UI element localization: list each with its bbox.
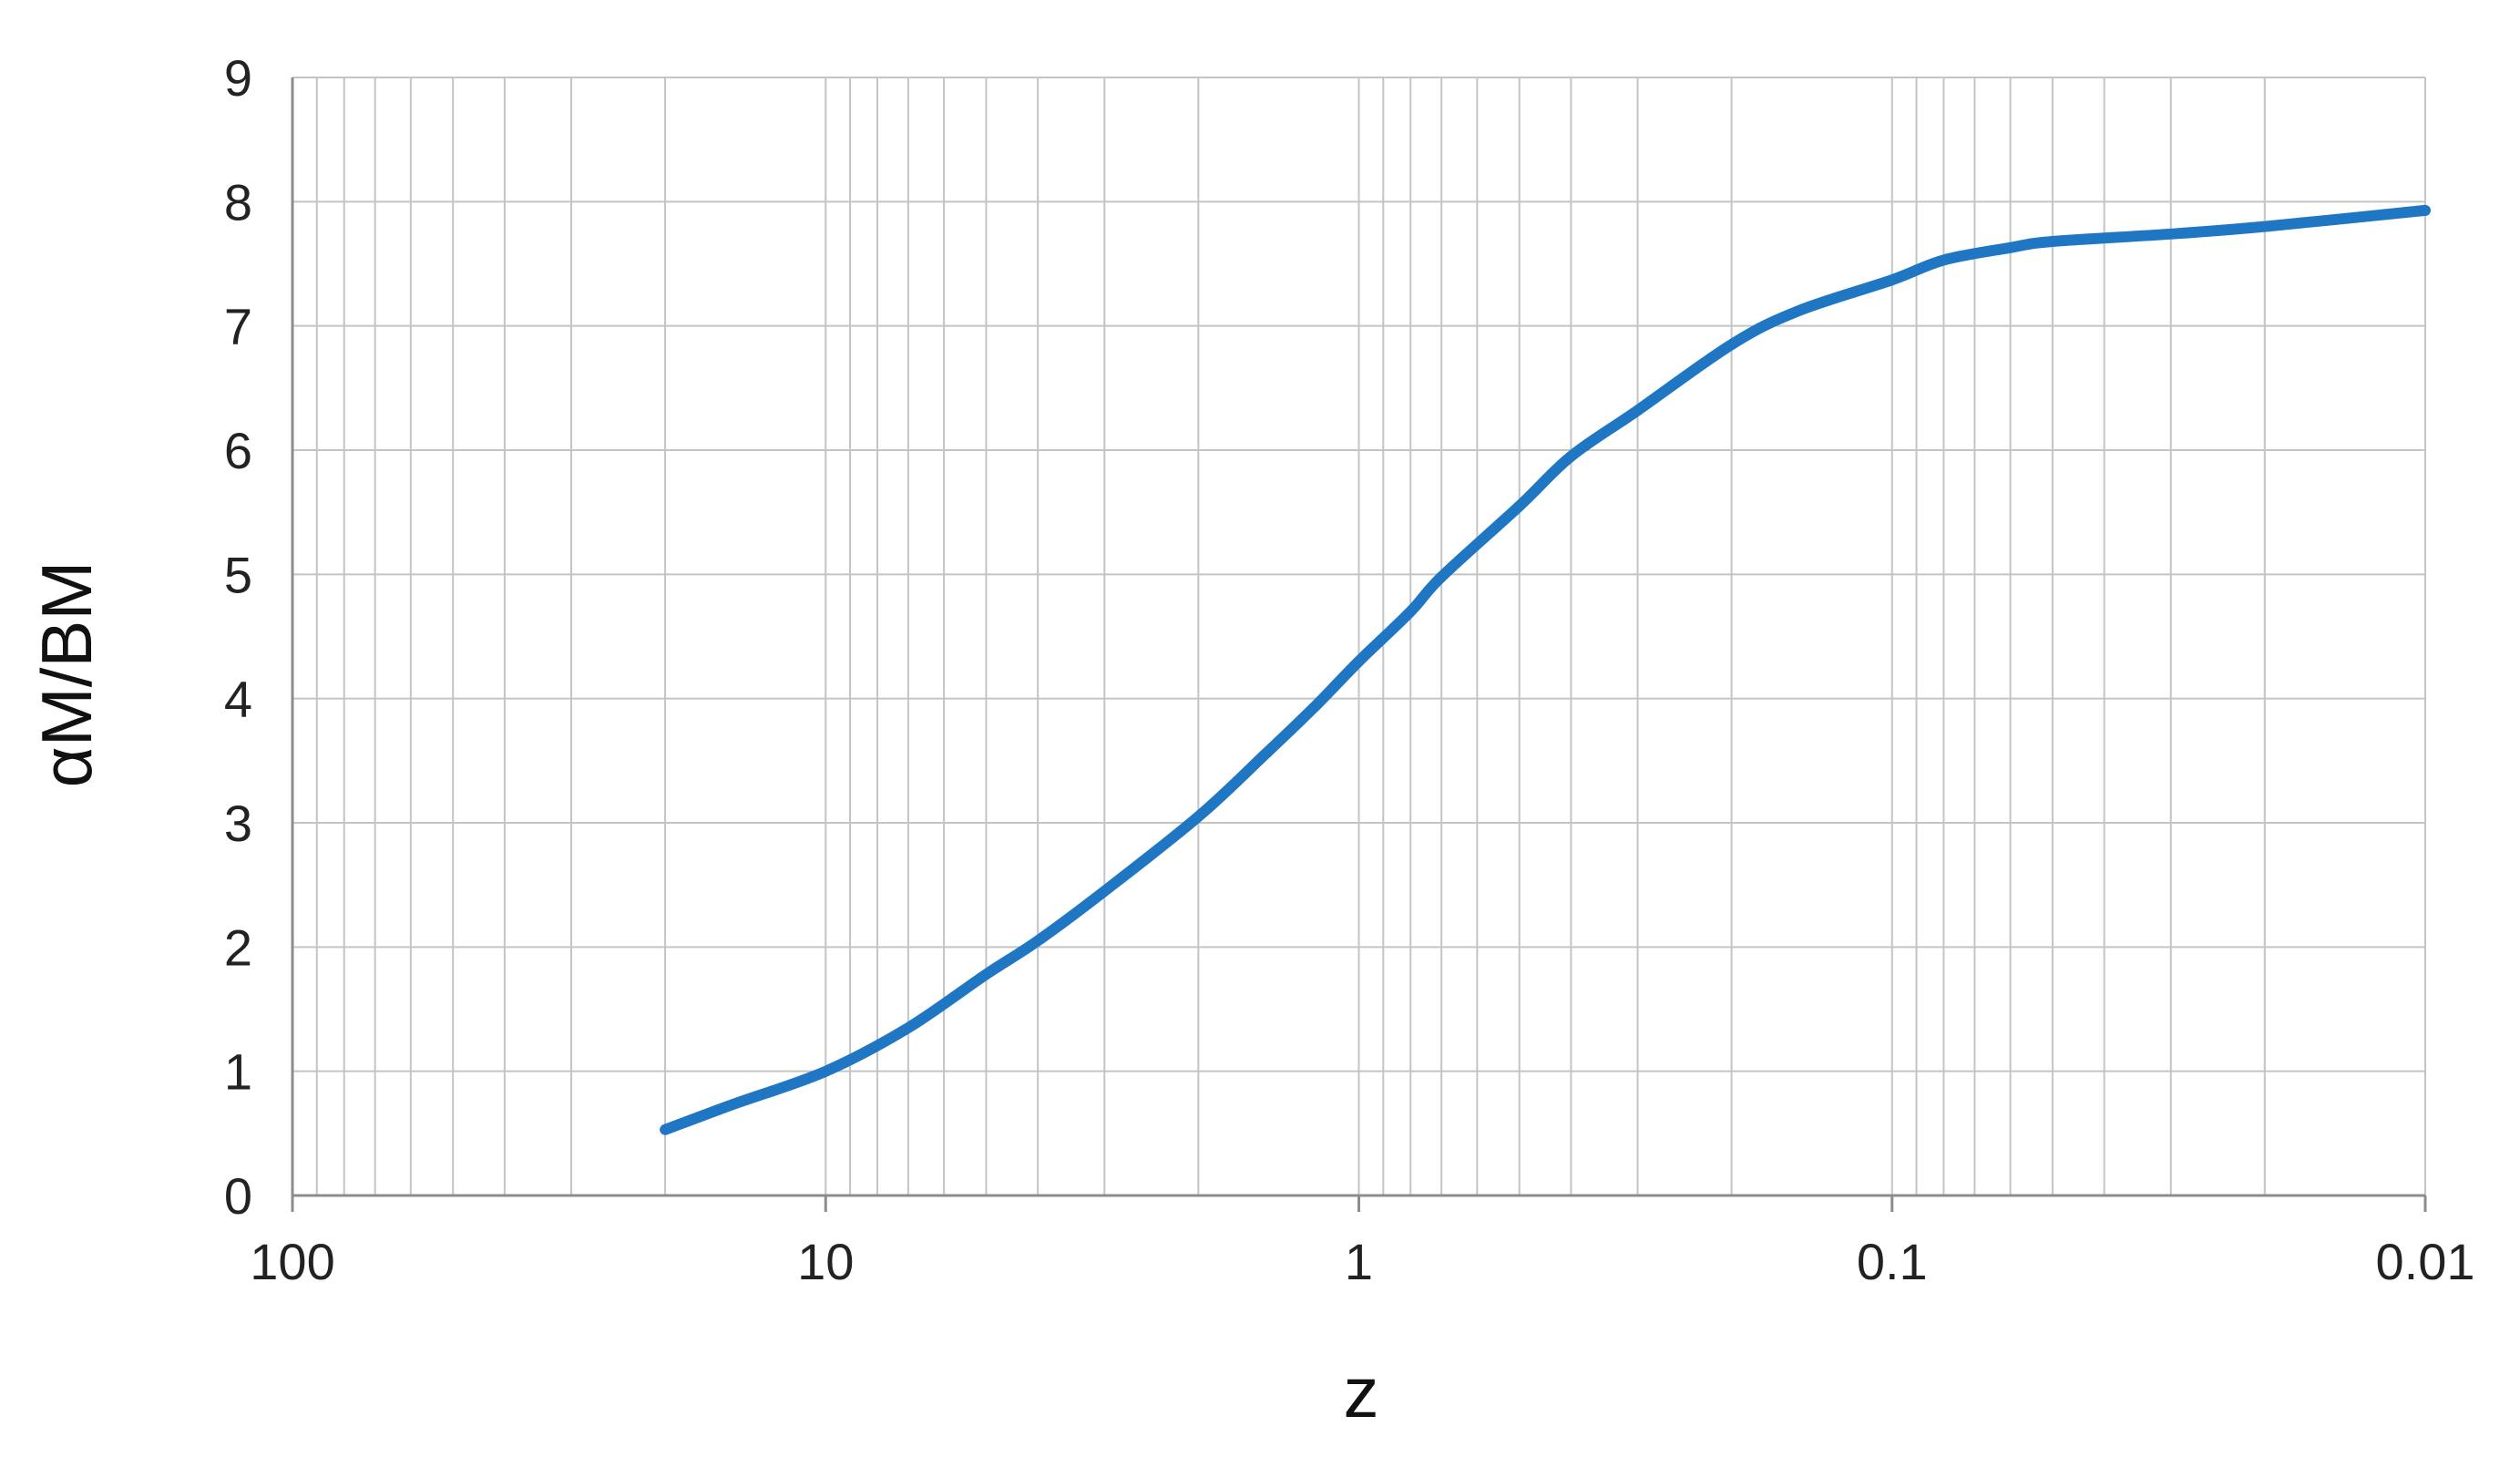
y-tick-label: 3: [224, 795, 252, 852]
y-tick-label: 9: [224, 49, 252, 107]
y-tick-label: 6: [224, 422, 252, 479]
x-axis-title: z: [1344, 1352, 1379, 1432]
grid-layer: [292, 77, 2426, 1196]
x-tick-label: 1: [1345, 1233, 1373, 1290]
y-tick-label: 0: [224, 1167, 252, 1225]
x-tick-label: 0.1: [1857, 1233, 1928, 1290]
y-tick-label: 8: [224, 173, 252, 231]
y-tick-label: 7: [224, 298, 252, 355]
y-tick-label: 4: [224, 671, 252, 728]
y-tick-label: 5: [224, 546, 252, 603]
series-layer: [660, 204, 2431, 1135]
x-tick-label: 0.01: [2376, 1233, 2475, 1290]
series-line: [660, 204, 2431, 1135]
x-tick-label: 10: [797, 1233, 854, 1290]
label-layer: 0 1 2 3 4 5 6 7 8 9 100 10 1 0.1 0.01: [224, 49, 2475, 1290]
axis-layer: [291, 77, 2427, 1212]
y-tick-label: 2: [224, 918, 252, 976]
y-axis-title: αM/BM: [26, 561, 107, 788]
y-tick-label: 1: [224, 1043, 252, 1101]
x-tick-label: 100: [250, 1233, 334, 1290]
